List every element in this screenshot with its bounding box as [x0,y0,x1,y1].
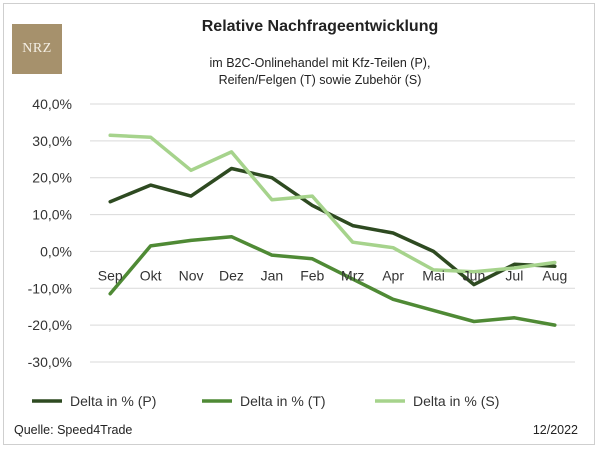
series-line-1 [108,166,557,287]
x-tick-label: Sep [98,267,123,283]
source-note: Quelle: Speed4Trade [14,423,133,437]
series-line-2 [108,234,557,327]
chart-subtitle-line-1: im B2C-Onlinehandel mit Kfz-Teilen (P), [209,56,431,70]
y-tick-label: -10,0% [28,280,72,296]
x-tick-label: Feb [300,267,324,283]
date-note: 12/2022 [532,423,578,437]
y-tick-label: -20,0% [28,317,72,333]
x-tick-label: Mrz [341,267,364,283]
chart-subtitle-line-2: Reifen/Felgen (T) sowie Zubehör (S) [218,73,422,87]
x-tick-label: Jan [261,267,284,283]
series-line-3 [108,133,557,274]
x-tick-label: Apr [382,267,404,283]
y-tick-label: 20,0% [32,170,72,186]
x-tick-label: Jul [505,267,523,283]
y-tick-label: 40,0% [32,96,72,112]
nrz-logo: NRZ [12,24,62,74]
y-tick-label: -30,0% [28,354,72,370]
x-tick-label: Aug [542,267,567,283]
x-tick-label: Mai [422,267,445,283]
legend-label-1: Delta in % (P) [70,393,156,409]
y-tick-label: 0,0% [40,243,72,259]
legend-label-3: Delta in % (S) [413,393,499,409]
y-tick-label: 30,0% [32,133,72,149]
chart-title: Relative Nachfrageentwicklung [201,18,439,35]
chart-frame [3,3,595,445]
y-tick-label: 10,0% [32,207,72,223]
legend-label-2: Delta in % (T) [240,393,326,409]
x-tick-label: Jun [463,267,486,283]
x-tick-label: Okt [140,267,162,283]
x-tick-label: Dez [219,267,244,283]
x-tick-label: Nov [179,267,204,283]
